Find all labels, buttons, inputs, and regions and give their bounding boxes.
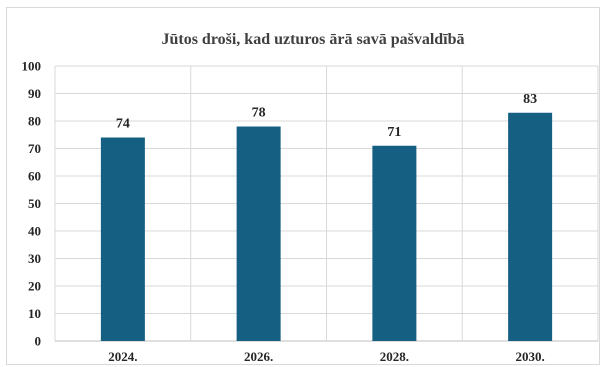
y-tick-label: 30 bbox=[28, 251, 41, 266]
chart-title: Jūtos droši, kad uzturos ārā savā pašval… bbox=[161, 31, 464, 48]
bar-2030 bbox=[508, 112, 553, 341]
x-axis: 2024. 2026. 2028. 2030. bbox=[108, 349, 545, 364]
bar-2024 bbox=[100, 137, 145, 341]
y-axis: 0 10 20 30 40 50 60 70 80 90 100 bbox=[22, 59, 42, 349]
grid-layer bbox=[54, 65, 599, 342]
data-labels: 74 78 71 83 bbox=[116, 92, 537, 140]
bars bbox=[100, 112, 553, 341]
data-label: 83 bbox=[523, 92, 537, 107]
data-label: 74 bbox=[116, 117, 130, 132]
y-tick-label: 10 bbox=[28, 306, 41, 321]
y-tick-label: 100 bbox=[22, 59, 42, 74]
y-tick-label: 80 bbox=[28, 114, 41, 129]
bar-2028 bbox=[372, 145, 417, 341]
data-label: 78 bbox=[252, 106, 266, 121]
data-label: 71 bbox=[387, 125, 401, 140]
x-tick-label: 2030. bbox=[516, 349, 545, 364]
y-tick-label: 70 bbox=[28, 141, 41, 156]
x-tick-label: 2024. bbox=[108, 349, 137, 364]
x-tick-label: 2026. bbox=[244, 349, 273, 364]
y-tick-label: 50 bbox=[28, 196, 41, 211]
y-tick-label: 90 bbox=[28, 86, 41, 101]
x-tick-label: 2028. bbox=[380, 349, 409, 364]
y-tick-label: 20 bbox=[28, 279, 41, 294]
y-tick-label: 60 bbox=[28, 169, 41, 184]
y-tick-label: 40 bbox=[28, 224, 41, 239]
bar-2026 bbox=[236, 126, 281, 341]
y-tick-label: 0 bbox=[35, 334, 42, 349]
